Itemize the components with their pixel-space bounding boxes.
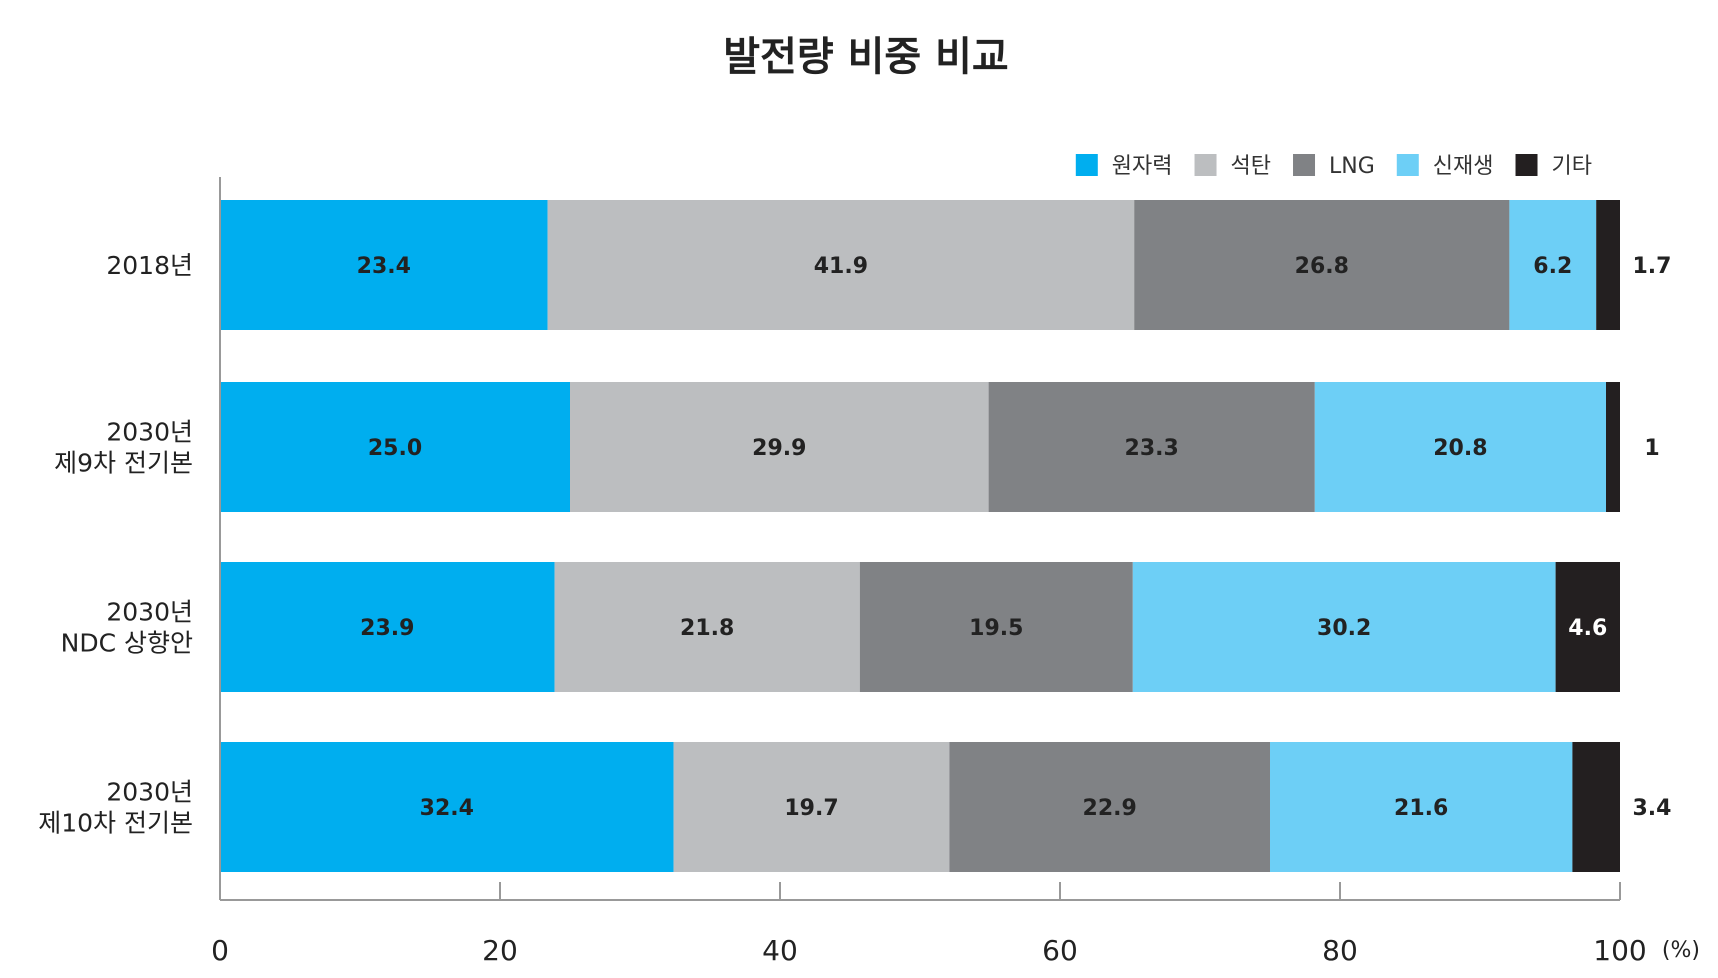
category-label: 2030년 제10차 전기본 (38, 778, 193, 838)
bar-segment (1314, 382, 1606, 512)
data-label: 1 (1644, 436, 1659, 461)
data-label: 4.6 (1568, 616, 1607, 641)
legend-item: 원자력 (1075, 154, 1173, 179)
category-label: 2030년 제9차 전기본 (54, 418, 193, 478)
legend-item: 신재생 (1396, 154, 1494, 179)
x-tick-label: 40 (762, 934, 798, 967)
bar-segment (1270, 742, 1573, 872)
data-label: 23.9 (360, 616, 414, 641)
data-label: 21.6 (1394, 796, 1448, 821)
data-label: 1.7 (1633, 254, 1672, 279)
data-label: 25.0 (368, 436, 422, 461)
legend-item: LNG (1293, 154, 1375, 179)
bar-segment (673, 742, 950, 872)
bar-segment (1606, 382, 1620, 512)
chart-title: 발전량 비중 비교 (723, 34, 1008, 80)
data-label: 19.7 (784, 796, 838, 821)
bar-segment (1132, 562, 1556, 692)
bar-segment (859, 562, 1133, 692)
bar-segment (220, 200, 548, 330)
axes: 2018년 2030년 제9차 전기본 2030년 NDC 상향안 2030년 제10차 전… (38, 177, 1700, 967)
legend-swatch (1396, 154, 1419, 176)
bar-segment (1572, 742, 1620, 872)
data-label: 3.4 (1633, 796, 1672, 821)
bar-segment (949, 742, 1270, 872)
legend: 원자력 석탄 LNG 신재생 기타 (1075, 154, 1592, 179)
data-label: 29.9 (752, 436, 806, 461)
legend-swatch (1075, 154, 1098, 176)
legend-swatch (1194, 154, 1217, 176)
bar-segment (1134, 200, 1510, 330)
bar-segment (220, 382, 570, 512)
legend-swatch (1293, 154, 1316, 176)
bar-segment (988, 382, 1315, 512)
bar-segment (220, 742, 674, 872)
legend-label: 기타 (1552, 154, 1592, 179)
bar-segment (547, 200, 1135, 330)
data-label: 21.8 (680, 616, 734, 641)
data-label: 30.2 (1317, 616, 1371, 641)
legend-label: 석탄 (1231, 154, 1271, 179)
legend-swatch (1515, 154, 1538, 176)
x-tick-label: 100 (1593, 934, 1646, 967)
x-tick-label: 20 (482, 934, 518, 967)
data-label: 19.5 (969, 616, 1023, 641)
data-label: 20.8 (1433, 436, 1487, 461)
bar-segment (220, 562, 555, 692)
bar-segment (554, 562, 860, 692)
x-unit-label: (%) (1662, 938, 1700, 963)
data-label: 23.3 (1125, 436, 1179, 461)
category-label: 2018년 (106, 251, 193, 280)
x-tick-label: 0 (211, 934, 229, 967)
bar-segment (570, 382, 989, 512)
bar-segment (1509, 200, 1597, 330)
data-label: 22.9 (1083, 796, 1137, 821)
legend-item: 기타 (1515, 154, 1592, 179)
data-label: 23.4 (357, 254, 411, 279)
legend-label: 원자력 (1112, 154, 1173, 179)
bar-segment (1596, 200, 1620, 330)
legend-label: LNG (1329, 154, 1375, 179)
x-tick-label: 80 (1322, 934, 1358, 967)
bar-segment (1555, 562, 1620, 692)
x-tick-label: 60 (1042, 934, 1078, 967)
data-label: 6.2 (1533, 254, 1572, 279)
data-label: 26.8 (1295, 254, 1349, 279)
category-label: 2030년 NDC 상향안 (61, 598, 193, 658)
bars: 23.4 41.9 26.8 6.2 1.7 25.0 29.9 23.3 20.8 1 23.9 2… (220, 200, 1671, 872)
legend-label: 신재생 (1433, 154, 1494, 179)
data-label: 41.9 (814, 254, 868, 279)
legend-item: 석탄 (1194, 154, 1271, 179)
data-label: 32.4 (420, 796, 474, 821)
